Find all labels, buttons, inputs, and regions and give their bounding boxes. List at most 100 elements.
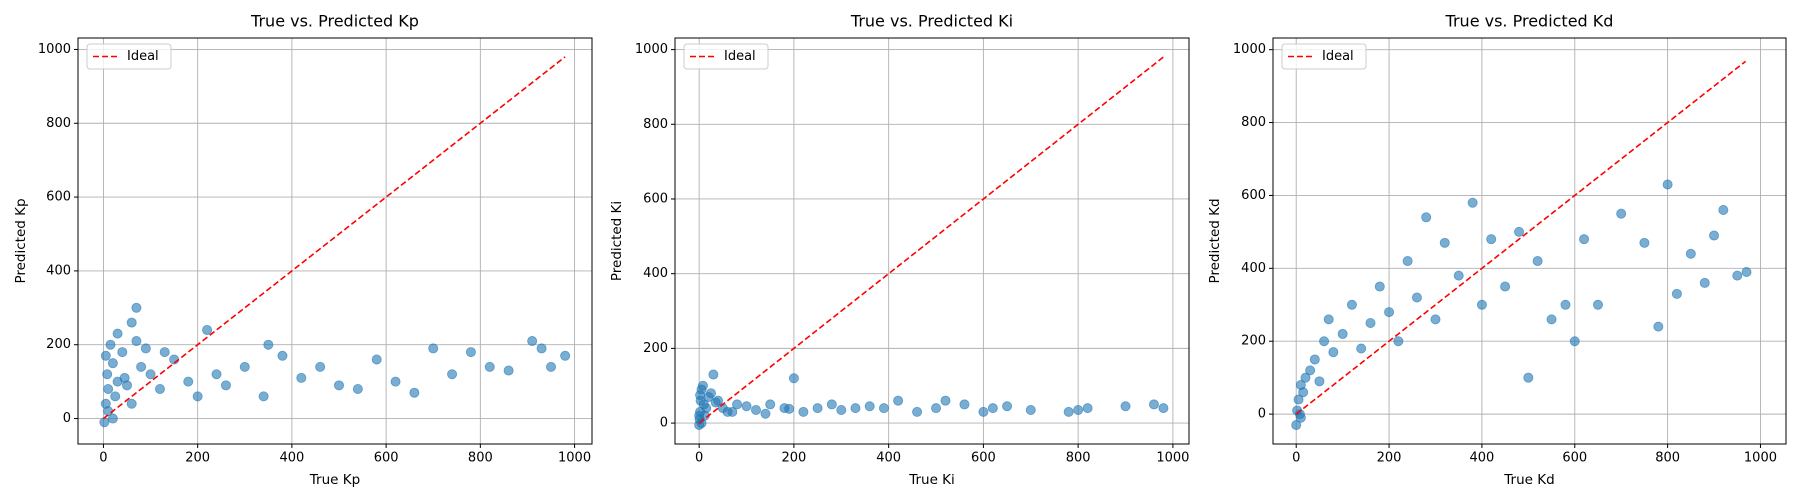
point (1430, 314, 1441, 325)
subplot: 0 200 400 600 800 1000 0 200 400 600 800 1000 Ideal T… (1207, 12, 1787, 488)
point (931, 403, 942, 414)
point (1402, 256, 1413, 267)
point (1500, 281, 1511, 292)
subplot: 0 200 400 600 800 1000 0 200 400 600 800 1000 Ideal T… (609, 12, 1190, 488)
point (826, 399, 837, 410)
point (1309, 354, 1320, 365)
legend-label: Ideal (724, 49, 756, 64)
point (103, 384, 114, 395)
point (1592, 299, 1603, 310)
point (447, 369, 458, 380)
point (836, 405, 847, 416)
point (710, 397, 721, 408)
y-axis-label: Predicted Kp (13, 198, 29, 283)
point (536, 343, 547, 354)
point (1467, 197, 1478, 208)
point (798, 406, 809, 417)
point (1532, 256, 1543, 267)
x-tick-label: 400 (279, 451, 304, 466)
x-tick-label: 0 (695, 451, 703, 466)
point (315, 361, 326, 372)
point (1741, 266, 1752, 277)
point (334, 380, 345, 391)
point (940, 395, 951, 406)
point (1523, 372, 1534, 383)
point (708, 369, 719, 380)
point (1439, 237, 1450, 248)
x-tick-label: 600 (374, 451, 399, 466)
point (296, 372, 307, 383)
point (371, 354, 382, 365)
x-tick-label: 600 (971, 451, 996, 466)
point (1639, 237, 1650, 248)
point (1346, 299, 1357, 310)
point (202, 324, 213, 335)
point (1384, 307, 1395, 318)
legend-label: Ideal (1322, 49, 1354, 64)
x-tick-label: 800 (468, 451, 493, 466)
legend-box (86, 43, 172, 70)
point (1653, 321, 1664, 332)
point (119, 372, 130, 383)
point (277, 350, 288, 361)
point (695, 390, 706, 401)
y-tick-label: 400 (46, 263, 71, 278)
point (864, 401, 875, 412)
point (527, 336, 538, 347)
x-tick-label: 200 (781, 451, 806, 466)
point (546, 361, 557, 372)
point (706, 388, 717, 399)
y-tick-label: 800 (1241, 115, 1266, 130)
axes-frame (1272, 37, 1787, 445)
point (154, 384, 165, 395)
point (1300, 372, 1311, 383)
point (1025, 405, 1036, 416)
point (409, 387, 420, 398)
point (878, 403, 889, 414)
point (1305, 365, 1316, 376)
point (145, 369, 156, 380)
legend-label: Ideal (127, 49, 159, 64)
point (727, 406, 738, 417)
point (987, 403, 998, 414)
point (1411, 292, 1422, 303)
ideal-line (698, 56, 1164, 424)
x-tick-label: 0 (99, 451, 107, 466)
point (136, 361, 147, 372)
point (428, 343, 439, 354)
y-tick-label: 0 (660, 416, 668, 431)
point (126, 398, 137, 409)
x-tick-label: 800 (1655, 451, 1680, 466)
point (131, 336, 142, 347)
point (117, 347, 128, 358)
point (126, 317, 137, 328)
point (1298, 387, 1309, 398)
point (1685, 248, 1696, 259)
point (1295, 412, 1306, 423)
point (1453, 270, 1464, 281)
point (110, 391, 121, 402)
point (1709, 230, 1720, 241)
point (211, 369, 222, 380)
point (1293, 394, 1304, 405)
ideal-line (102, 56, 566, 420)
point (1328, 347, 1339, 358)
point (701, 403, 712, 414)
point (258, 391, 269, 402)
point (390, 376, 401, 387)
point (503, 365, 514, 376)
point (107, 358, 118, 369)
point (912, 406, 923, 417)
point (159, 347, 170, 358)
point (192, 391, 203, 402)
point (1560, 299, 1571, 310)
x-tick-label: 200 (1377, 451, 1402, 466)
point (812, 403, 823, 414)
point (560, 350, 571, 361)
point (1514, 226, 1525, 237)
point (1356, 343, 1367, 354)
point (239, 361, 250, 372)
point (1476, 299, 1487, 310)
point (1337, 328, 1348, 339)
